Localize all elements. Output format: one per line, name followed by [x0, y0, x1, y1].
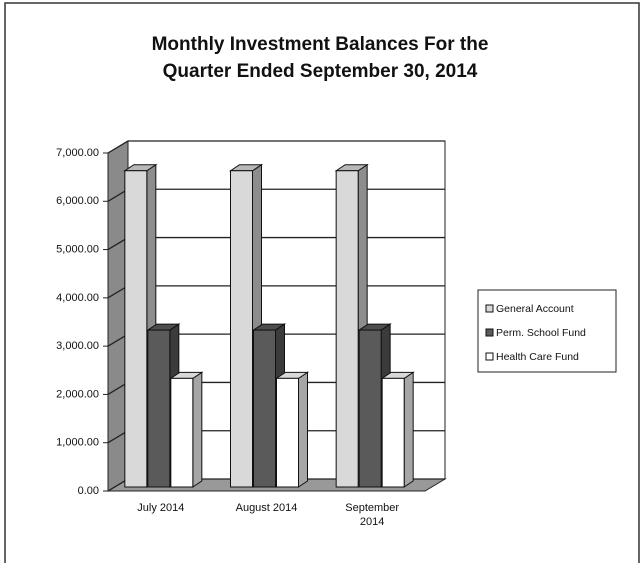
y-tick-label: 0.00 — [78, 485, 99, 497]
bar-front — [276, 377, 299, 488]
legend-swatch — [485, 352, 494, 361]
x-tick-label: September 2014 — [345, 502, 399, 528]
y-tick-label: 4,000.00 — [56, 292, 99, 304]
x-tick-label: August 2014 — [236, 502, 298, 514]
y-tick-label: 6,000.00 — [56, 195, 99, 207]
bar-front — [147, 329, 171, 488]
bar-side — [298, 371, 308, 488]
y-tick-label: 5,000.00 — [56, 243, 99, 255]
bar — [380, 371, 415, 488]
legend-swatch — [485, 328, 494, 337]
bar-front — [124, 170, 148, 488]
y-tick-label: 1,000.00 — [56, 437, 99, 449]
chart-title: Monthly Investment Balances For the Quart… — [152, 34, 489, 82]
bar-front — [230, 170, 253, 488]
bar — [169, 371, 204, 488]
bar-side — [192, 371, 203, 488]
bar — [274, 371, 310, 488]
legend-label: General Account — [496, 303, 574, 315]
legend-label: Health Care Fund — [496, 351, 579, 363]
x-tick-label: July 2014 — [137, 502, 184, 514]
bar-front — [335, 170, 359, 488]
legend-label: Perm. School Fund — [496, 327, 586, 339]
bar-front — [170, 377, 194, 488]
legend-swatch — [485, 304, 494, 313]
legend-box — [477, 289, 617, 373]
bar-front — [358, 329, 382, 488]
y-tick-label: 3,000.00 — [56, 340, 99, 352]
y-tick-label: 7,000.00 — [56, 147, 99, 159]
bar-front — [381, 377, 405, 488]
frame — [4, 2, 640, 563]
bar-front — [253, 329, 276, 488]
bar-side — [403, 371, 414, 488]
grid-line — [107, 140, 445, 154]
y-tick-label: 2,000.00 — [56, 388, 99, 400]
